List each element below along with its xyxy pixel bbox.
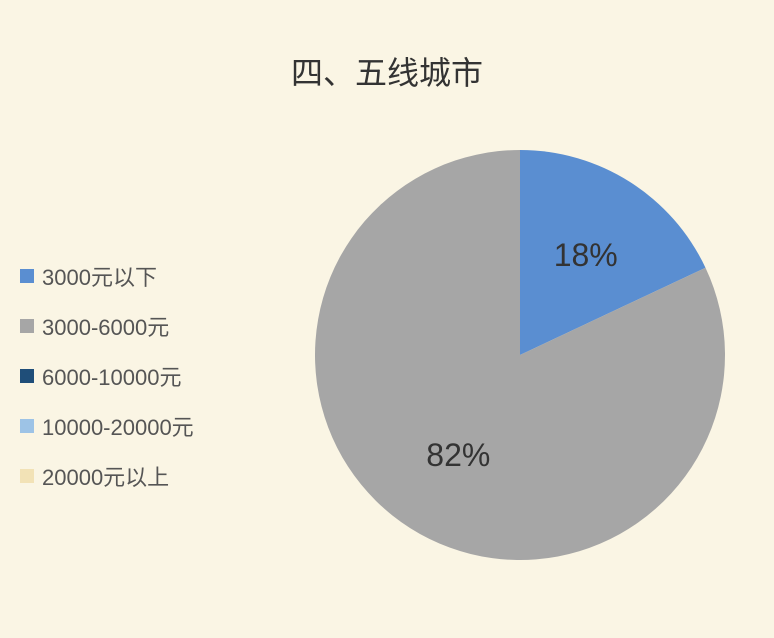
legend-swatch [20, 269, 34, 283]
pie-chart: 18% 82% [315, 150, 725, 560]
legend-label: 20000元以上 [42, 460, 169, 492]
legend-label: 3000元以下 [42, 260, 157, 292]
pie-slice-label: 82% [426, 437, 490, 474]
legend-item: 3000-6000元 [20, 310, 194, 342]
legend-swatch [20, 319, 34, 333]
legend-label: 6000-10000元 [42, 360, 181, 392]
legend-swatch [20, 369, 34, 383]
chart-title: 四、五线城市 [0, 48, 774, 94]
pie-svg [315, 150, 725, 560]
legend: 3000元以下 3000-6000元 6000-10000元 10000-20000元… [20, 260, 194, 492]
legend-item: 20000元以上 [20, 460, 194, 492]
legend-label: 10000-20000元 [42, 410, 194, 442]
legend-swatch [20, 419, 34, 433]
legend-swatch [20, 469, 34, 483]
legend-item: 3000元以下 [20, 260, 194, 292]
pie-slice-label: 18% [554, 237, 618, 274]
legend-item: 10000-20000元 [20, 410, 194, 442]
legend-item: 6000-10000元 [20, 360, 194, 392]
legend-label: 3000-6000元 [42, 310, 169, 342]
